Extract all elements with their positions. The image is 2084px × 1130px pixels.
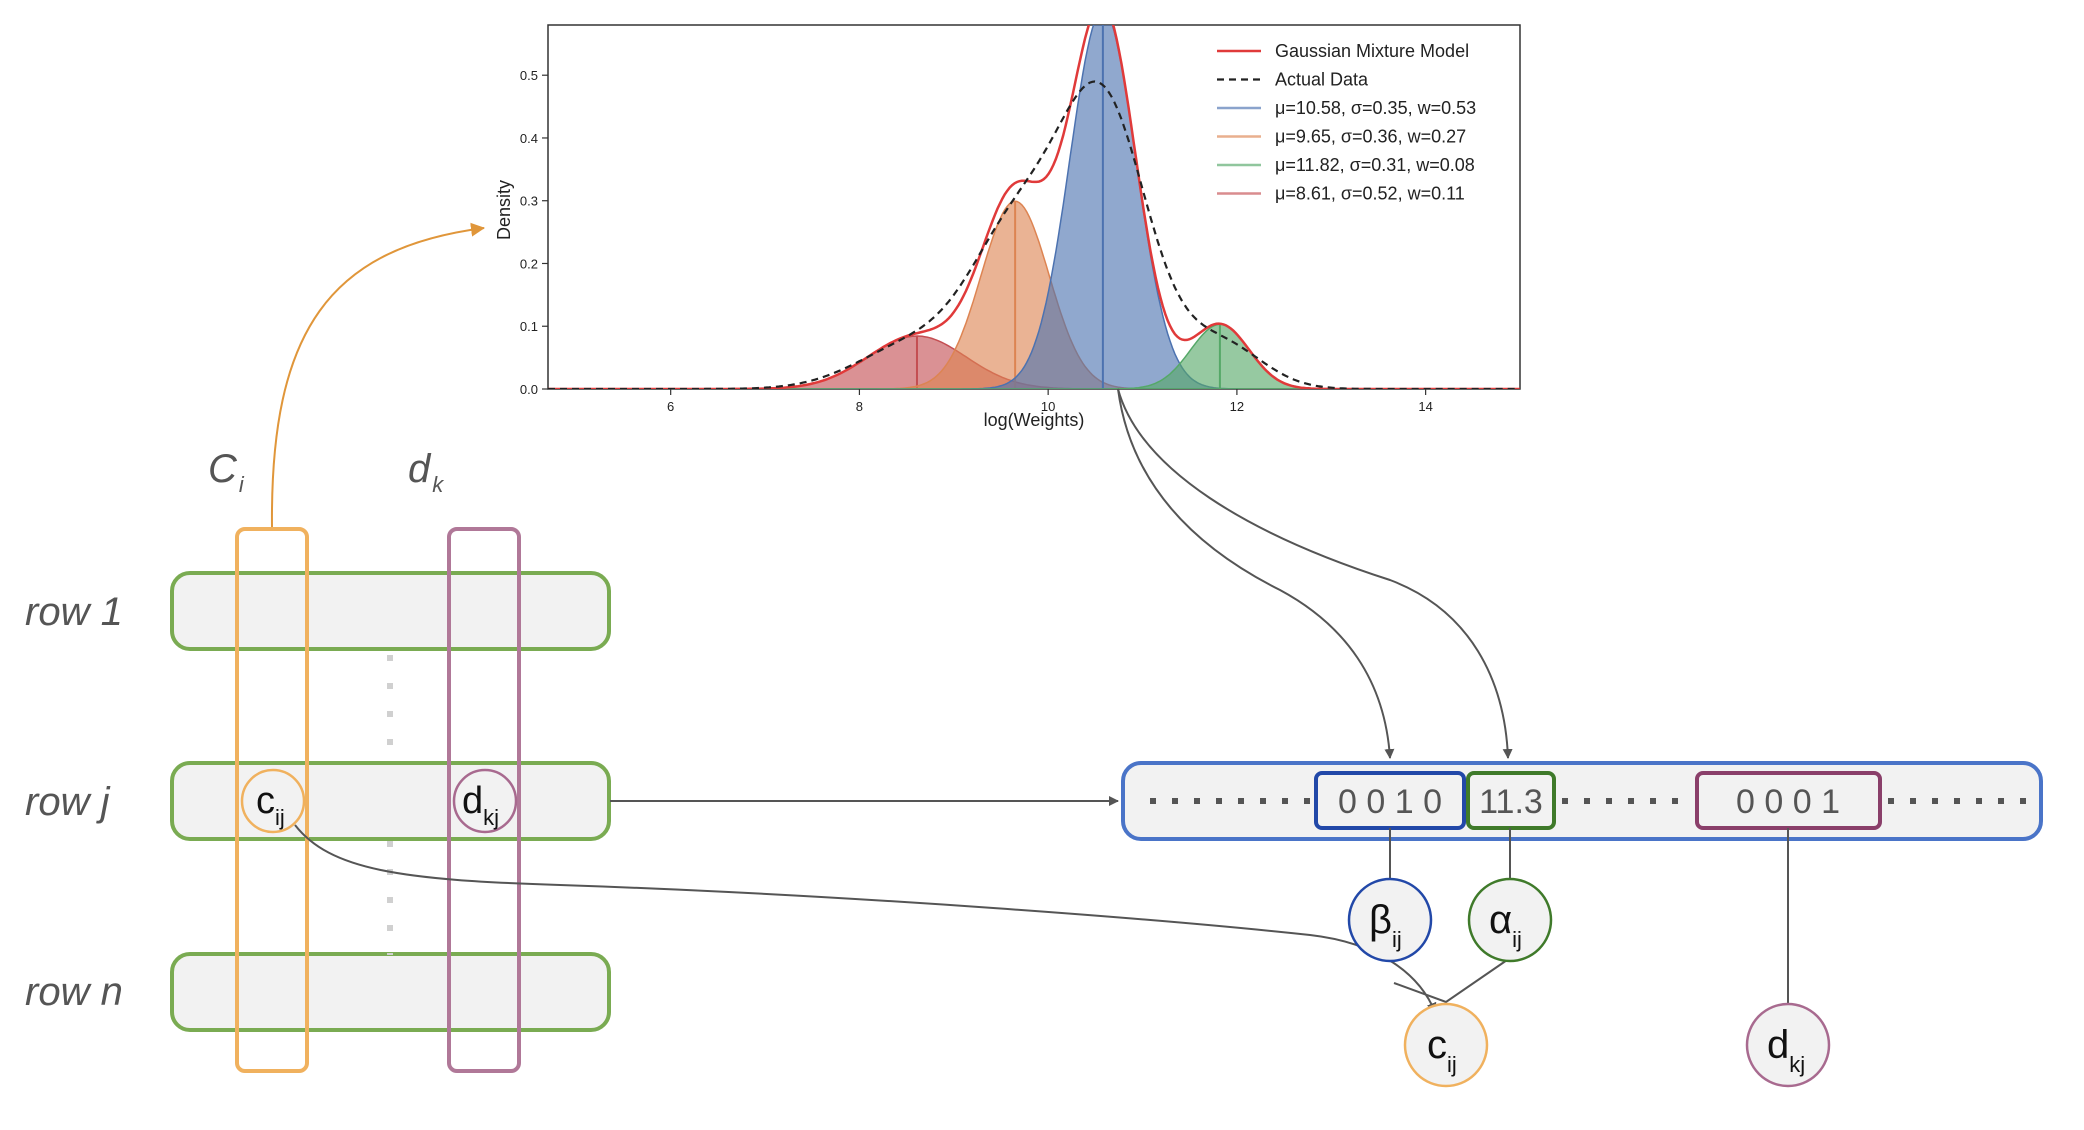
x-axis-label: log(Weights) [984, 410, 1085, 430]
x-tick-label: 8 [856, 399, 863, 414]
legend: Gaussian Mixture Model Actual Data μ=10.58… [1217, 41, 1476, 204]
node-c-label: cij [1427, 1023, 1457, 1077]
node-d-label: dkj [1767, 1023, 1805, 1077]
column-labels: Ci dk [208, 447, 444, 497]
y-tick-label: 0.1 [520, 319, 538, 334]
connectors [270, 222, 1789, 1013]
x-tick-label: 10 [1041, 399, 1055, 414]
legend-label: Gaussian Mixture Model [1275, 41, 1469, 61]
arrow-chart-to-alpha [1117, 388, 1513, 759]
x-tick-label: 6 [667, 399, 674, 414]
density-chart: 6 8 10 12 140.00.10.20.30.40.5 log(Weights) … [494, 24, 1521, 430]
legend-label: μ=8.61, σ=0.52, w=0.11 [1275, 184, 1465, 204]
column-label-c: Ci [208, 447, 245, 497]
y-axis-label: Density [494, 180, 514, 240]
column-c-outline [235, 527, 309, 1073]
arrow-chart-to-beta [1117, 388, 1395, 759]
legend-label: μ=10.58, σ=0.35, w=0.53 [1275, 98, 1476, 118]
row-labels: row 1 row j row n [25, 590, 123, 1014]
node-beta [1347, 877, 1433, 963]
legend-label: Actual Data [1275, 70, 1369, 90]
plot-content [548, 25, 1520, 389]
column-label-d: dk [408, 447, 444, 497]
axis-ticks: 6 8 10 12 14 0.0 0.1 0.2 0.3 0.4 0.5 [520, 68, 1433, 414]
node-alpha-label: αij [1489, 898, 1522, 952]
gmm-curve [548, 25, 1520, 389]
row-label-n: row n [25, 970, 123, 1014]
arrow-column-to-chart [270, 222, 485, 528]
y-tick-label: 0.0 [520, 382, 538, 397]
cell-c-ij-label: cij [256, 780, 285, 830]
vector-cell-beta-text: 0 0 1 0 [1338, 783, 1442, 821]
node-beta-label: βij [1369, 898, 1402, 952]
node-alpha [1467, 877, 1553, 963]
table-row-1 [170, 571, 611, 651]
legend-label: μ=9.65, σ=0.36, w=0.27 [1275, 127, 1466, 147]
node-d [1745, 1002, 1831, 1088]
column-outlines [235, 527, 521, 1073]
y-tick-label: 0.2 [520, 256, 538, 271]
component-area-0 [548, 25, 1520, 389]
link-beta-alpha-to-c [1393, 957, 1511, 1004]
x-tick-label: 14 [1418, 399, 1432, 414]
x-tick-label: 12 [1230, 399, 1244, 414]
row-j-cells: cij dkj [240, 768, 518, 834]
row-label-j: row j [25, 780, 111, 824]
vector-cell-alpha-text: 11.3 [1479, 783, 1543, 821]
legend-label: μ=11.82, σ=0.31, w=0.08 [1275, 155, 1475, 175]
y-tick-label: 0.4 [520, 131, 538, 146]
encoded-vector: 0 0 1 0 11.3 0 0 0 1 [1121, 761, 2043, 841]
actual-data-curve [548, 80, 1520, 389]
vector-cell-d-text: 0 0 0 1 [1736, 783, 1840, 821]
nodes: βij αij cij dkj [1347, 877, 1831, 1088]
y-tick-label: 0.3 [520, 194, 538, 209]
node-c [1403, 1002, 1489, 1088]
cell-d-kj [452, 768, 518, 834]
column-d-outline [447, 527, 521, 1073]
row-label-1: row 1 [25, 590, 123, 634]
cell-c-ij [240, 768, 306, 834]
component-area-1 [548, 200, 1520, 389]
y-tick-label: 0.5 [520, 68, 538, 83]
cell-d-kj-label: dkj [462, 780, 499, 830]
